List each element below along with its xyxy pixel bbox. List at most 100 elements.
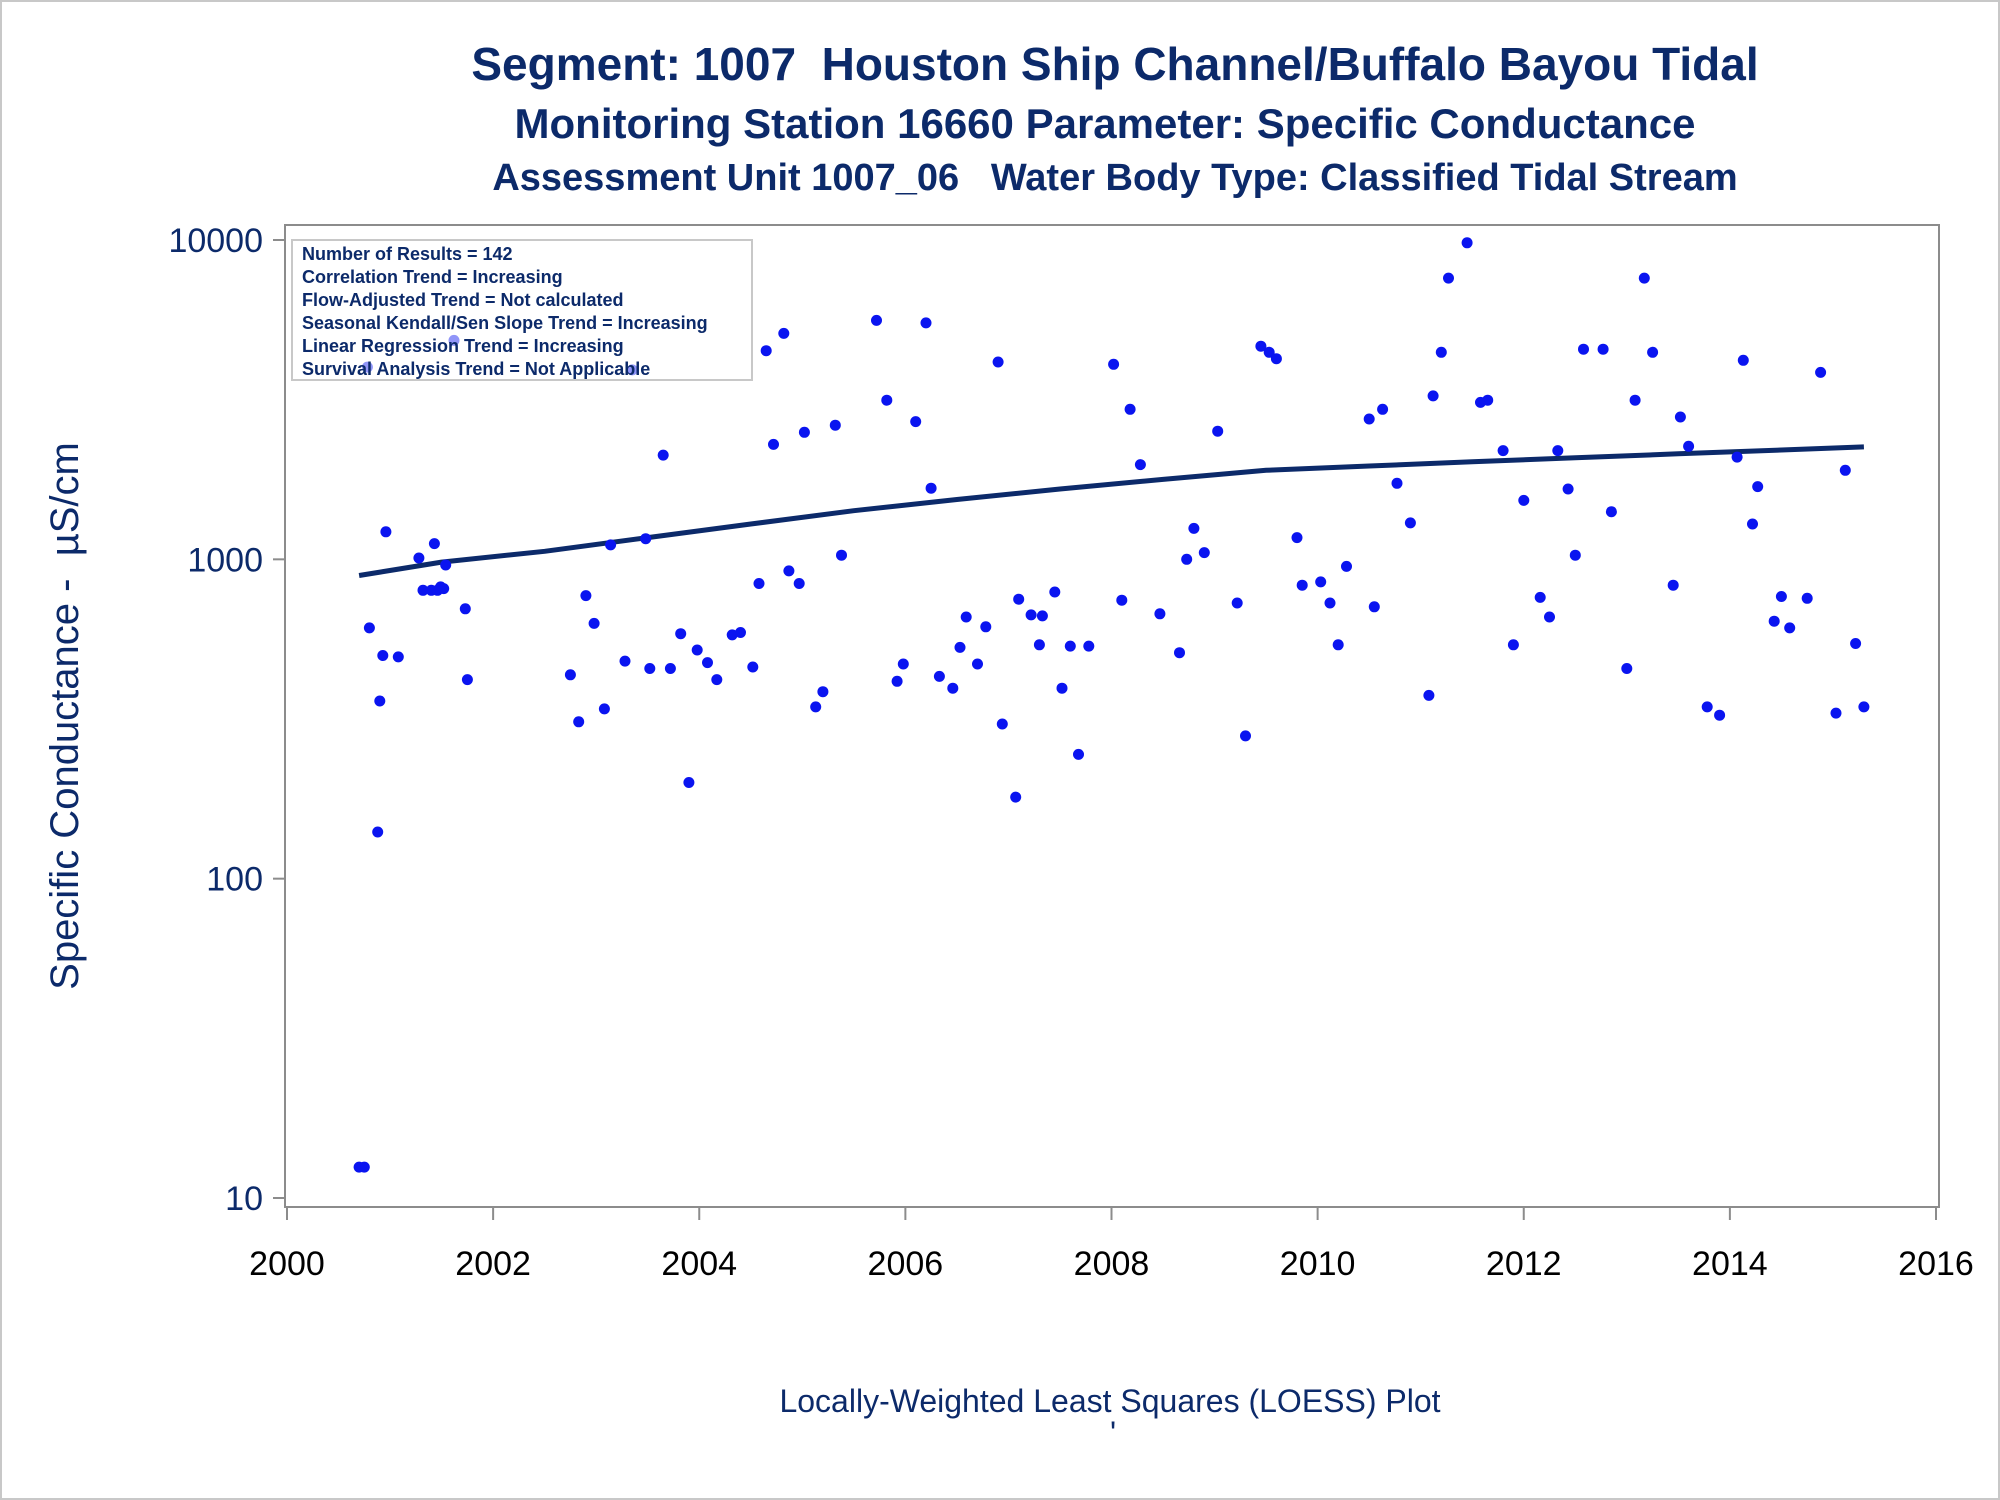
chart-subtitle-2: Assessment Unit 1007_06 Water Body Type:…: [492, 157, 1737, 199]
data-point: [1263, 346, 1275, 358]
data-point: [1240, 730, 1251, 742]
data-point: [1461, 237, 1473, 249]
data-point: [881, 394, 893, 406]
data-point: [1701, 701, 1713, 713]
data-point: [1108, 358, 1120, 370]
data-point: [1737, 354, 1749, 366]
data-point: [1435, 346, 1447, 358]
stats-line-survival: Survival Analysis Trend = Not Applicable: [302, 359, 650, 379]
data-point: [1423, 689, 1435, 701]
data-point: [1391, 477, 1403, 489]
points-layer: [353, 237, 1870, 1173]
data-point: [1056, 682, 1068, 694]
data-point: [897, 658, 909, 670]
trend-layer: [358, 444, 1864, 578]
x-axis: 2000 2002 2004 2006 2008 2010 2012 2014 2016: [249, 1207, 1974, 1283]
y-tick-label: 10: [225, 1180, 263, 1218]
data-point: [374, 695, 386, 707]
data-point: [1638, 272, 1650, 284]
data-point: [1181, 553, 1193, 565]
data-point: [428, 538, 440, 550]
stats-box: Number of Results = 142 Correlation Tren…: [291, 239, 753, 381]
data-point: [836, 549, 847, 561]
data-point: [1562, 483, 1574, 495]
data-point: [1341, 560, 1352, 572]
x-tick-label: 2006: [868, 1245, 944, 1283]
data-point: [996, 718, 1008, 730]
data-point: [1647, 346, 1659, 358]
data-point: [1013, 593, 1025, 605]
data-point: [640, 533, 652, 545]
y-tick-label: 1000: [187, 541, 263, 579]
loess-trend-line: [358, 444, 1864, 578]
data-point: [1714, 709, 1726, 721]
data-point: [1858, 701, 1870, 713]
data-point: [1315, 576, 1327, 588]
y-axis-label: Specific Conductance - µS/cm: [43, 442, 87, 990]
data-point: [1174, 647, 1185, 659]
data-point: [1270, 353, 1282, 365]
data-point: [1801, 592, 1813, 604]
data-point: [1544, 611, 1555, 623]
y-tick-label: 10000: [168, 222, 263, 260]
data-point: [358, 1161, 370, 1173]
data-point: [619, 655, 631, 667]
data-point: [920, 317, 932, 329]
data-point: [1815, 366, 1827, 378]
data-point: [1752, 481, 1764, 493]
data-point: [1605, 506, 1617, 518]
data-point: [1850, 638, 1862, 649]
chart-title: Segment: 1007 Houston Ship Channel/Buffa…: [471, 38, 1758, 90]
data-point: [947, 682, 959, 694]
data-point: [933, 670, 945, 682]
x-axis-label: Locally-Weighted Least Squares (LOESS) P…: [779, 1383, 1440, 1419]
data-point: [573, 716, 585, 728]
data-point: [1255, 340, 1267, 352]
data-point: [1569, 549, 1581, 561]
data-point: [1368, 601, 1380, 613]
x-tick-label: 2000: [249, 1245, 325, 1283]
data-point: [726, 629, 738, 641]
data-point: [588, 617, 600, 629]
data-point: [392, 651, 404, 663]
data-point: [1154, 608, 1166, 620]
data-point: [598, 703, 610, 715]
data-point: [1404, 517, 1416, 529]
data-point: [702, 657, 713, 669]
data-point: [810, 701, 822, 713]
data-point: [1507, 639, 1519, 651]
footnote-mark: ': [1110, 1415, 1116, 1451]
data-point: [380, 526, 392, 538]
data-point: [657, 449, 669, 461]
data-point: [980, 621, 992, 633]
data-point: [605, 539, 617, 551]
data-point: [459, 603, 471, 615]
data-point: [925, 482, 937, 494]
data-point: [960, 611, 972, 623]
data-point: [817, 686, 829, 698]
data-point: [1231, 597, 1243, 609]
data-point: [664, 663, 676, 674]
data-point: [1443, 272, 1454, 284]
data-point: [1482, 394, 1494, 406]
x-tick-label: 2004: [661, 1245, 737, 1283]
data-point: [760, 345, 772, 357]
data-point: [711, 674, 723, 686]
data-point: [1674, 411, 1686, 423]
data-point: [644, 663, 656, 674]
data-point: [1083, 640, 1095, 652]
data-point: [1363, 413, 1375, 425]
data-point: [417, 584, 429, 596]
data-point: [798, 426, 810, 438]
stats-line-flow-adjusted: Flow-Adjusted Trend = Not calculated: [302, 290, 624, 310]
data-point: [1784, 622, 1796, 634]
data-point: [1064, 640, 1076, 652]
x-tick-label: 2002: [455, 1245, 531, 1283]
stats-box-border: [291, 239, 753, 381]
data-point: [461, 674, 473, 686]
data-point: [1667, 579, 1679, 591]
data-point: [1198, 547, 1210, 559]
data-point: [1518, 494, 1530, 506]
x-tick-label: 2012: [1486, 1245, 1562, 1283]
